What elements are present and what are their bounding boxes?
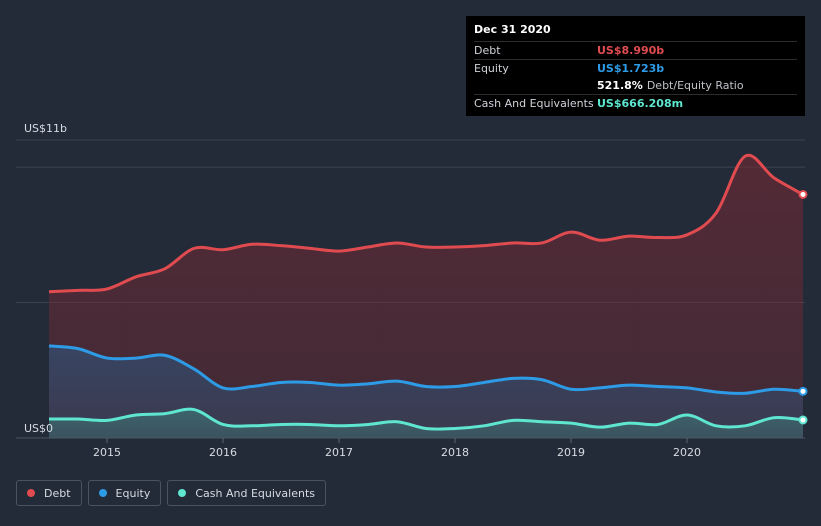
x-tick-label: 2018 xyxy=(441,446,469,459)
x-tick-label: 2019 xyxy=(557,446,585,459)
legend-item-equity[interactable]: Equity xyxy=(87,480,162,506)
tooltip-cash-row: Cash And Equivalents US$666.208m xyxy=(474,94,797,112)
equity-line xyxy=(48,344,804,395)
tooltip-debt-value: US$8.990b xyxy=(597,44,665,57)
data-tooltip: Dec 31 2020 Debt US$8.990b Equity US$1.7… xyxy=(466,16,805,116)
tooltip-ratio-label: Debt/Equity Ratio xyxy=(646,79,744,92)
y-axis-top-label: US$11b xyxy=(24,122,67,135)
debt-end-marker xyxy=(798,189,808,199)
equity-area xyxy=(49,345,803,438)
y-axis-zero-label: US$0 xyxy=(24,422,53,435)
chart-legend: Debt Equity Cash And Equivalents xyxy=(16,480,326,506)
debt-dot-icon xyxy=(27,489,35,497)
legend-cash-label: Cash And Equivalents xyxy=(195,486,315,500)
tooltip-cash-value: US$666.208m xyxy=(597,97,684,110)
debt-area xyxy=(49,155,803,438)
equity-dot-icon xyxy=(98,489,107,497)
tooltip-debt-row: Debt US$8.990b xyxy=(474,41,797,59)
x-tick-label: 2017 xyxy=(325,446,353,459)
cash-end-marker xyxy=(798,415,808,425)
tooltip-ratio-value: 521.8% xyxy=(597,79,643,92)
tooltip-equity-row: Equity US$1.723b xyxy=(474,59,797,77)
debt-line xyxy=(48,153,804,294)
equity-end-marker xyxy=(798,386,808,396)
tooltip-cash-label: Cash And Equivalents xyxy=(474,97,594,110)
cash-area xyxy=(49,409,803,438)
tooltip-ratio-row: 521.8% Debt/Equity Ratio xyxy=(474,77,797,94)
legend-item-debt[interactable]: Debt xyxy=(16,480,82,506)
legend-equity-label: Equity xyxy=(115,486,151,500)
tooltip-debt-label: Debt xyxy=(474,44,501,57)
x-tick-label: 2015 xyxy=(93,446,121,459)
tooltip-date: Dec 31 2020 xyxy=(474,23,551,36)
cash-dot-icon xyxy=(178,489,187,497)
x-tick-label: 2016 xyxy=(209,446,237,459)
tooltip-equity-label: Equity xyxy=(474,62,509,75)
tooltip-equity-value: US$1.723b xyxy=(597,62,665,75)
legend-debt-label: Debt xyxy=(44,486,71,500)
cash-line xyxy=(48,407,804,431)
x-tick-label: 2020 xyxy=(673,446,701,459)
legend-item-cash[interactable]: Cash And Equivalents xyxy=(167,480,326,506)
